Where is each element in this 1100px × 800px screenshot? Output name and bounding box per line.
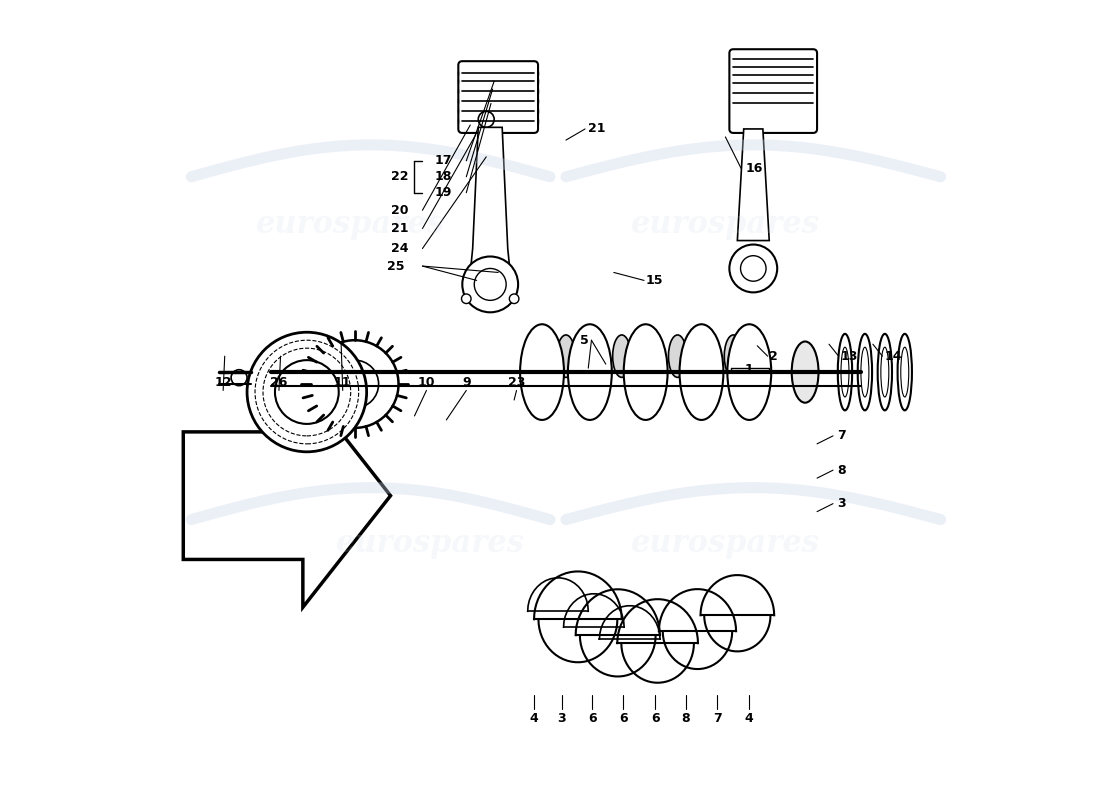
Circle shape <box>231 370 248 386</box>
Ellipse shape <box>520 324 564 420</box>
Text: 6: 6 <box>587 712 596 726</box>
Text: 3: 3 <box>558 712 566 726</box>
Ellipse shape <box>640 342 667 402</box>
Ellipse shape <box>584 342 612 402</box>
Polygon shape <box>471 127 510 273</box>
Circle shape <box>478 111 494 127</box>
Text: 24: 24 <box>390 242 408 255</box>
Text: 7: 7 <box>837 430 846 442</box>
Text: 21: 21 <box>588 122 606 135</box>
Text: 2: 2 <box>769 350 778 362</box>
FancyBboxPatch shape <box>729 50 817 133</box>
Ellipse shape <box>696 342 723 402</box>
Ellipse shape <box>727 324 771 420</box>
Polygon shape <box>737 129 769 241</box>
Text: 9: 9 <box>462 376 471 389</box>
Circle shape <box>729 245 778 292</box>
Ellipse shape <box>613 335 630 378</box>
Text: 16: 16 <box>746 162 762 175</box>
Text: 18: 18 <box>434 170 452 183</box>
Text: 25: 25 <box>387 259 405 273</box>
Text: 14: 14 <box>884 350 902 362</box>
Text: 7: 7 <box>713 712 722 726</box>
Text: 6: 6 <box>619 712 628 726</box>
Text: 8: 8 <box>837 464 846 477</box>
Text: 26: 26 <box>271 376 287 389</box>
Text: eurospares: eurospares <box>256 209 446 240</box>
Ellipse shape <box>568 324 612 420</box>
Ellipse shape <box>744 342 771 402</box>
Circle shape <box>462 294 471 303</box>
Text: 4: 4 <box>745 712 754 726</box>
Text: 19: 19 <box>434 186 452 199</box>
Ellipse shape <box>792 342 818 402</box>
Text: 5: 5 <box>580 334 588 346</box>
Text: 1: 1 <box>745 363 754 376</box>
Circle shape <box>462 257 518 312</box>
Circle shape <box>311 340 398 428</box>
Text: 17: 17 <box>434 154 452 167</box>
Ellipse shape <box>557 335 575 378</box>
Text: 23: 23 <box>508 376 525 389</box>
Text: 22: 22 <box>390 170 408 183</box>
Text: 21: 21 <box>390 222 408 235</box>
FancyBboxPatch shape <box>459 61 538 133</box>
Text: 8: 8 <box>681 712 690 726</box>
Text: 10: 10 <box>418 376 436 389</box>
Ellipse shape <box>680 324 724 420</box>
Text: 12: 12 <box>214 376 232 389</box>
Ellipse shape <box>724 335 743 378</box>
Text: eurospares: eurospares <box>631 528 820 559</box>
Text: 13: 13 <box>842 350 858 362</box>
Text: 6: 6 <box>651 712 660 726</box>
Text: eurospares: eurospares <box>336 528 525 559</box>
Ellipse shape <box>898 334 912 410</box>
Text: 3: 3 <box>837 497 846 510</box>
Ellipse shape <box>624 324 668 420</box>
Text: 15: 15 <box>646 274 663 287</box>
Text: 11: 11 <box>334 376 352 389</box>
Ellipse shape <box>878 334 892 410</box>
Ellipse shape <box>838 334 853 410</box>
Polygon shape <box>184 384 390 607</box>
Circle shape <box>248 332 366 452</box>
Circle shape <box>509 294 519 303</box>
Ellipse shape <box>669 335 686 378</box>
Ellipse shape <box>529 342 556 402</box>
Ellipse shape <box>858 334 872 410</box>
Text: 4: 4 <box>530 712 538 726</box>
Text: eurospares: eurospares <box>631 209 820 240</box>
Text: 20: 20 <box>390 204 408 217</box>
